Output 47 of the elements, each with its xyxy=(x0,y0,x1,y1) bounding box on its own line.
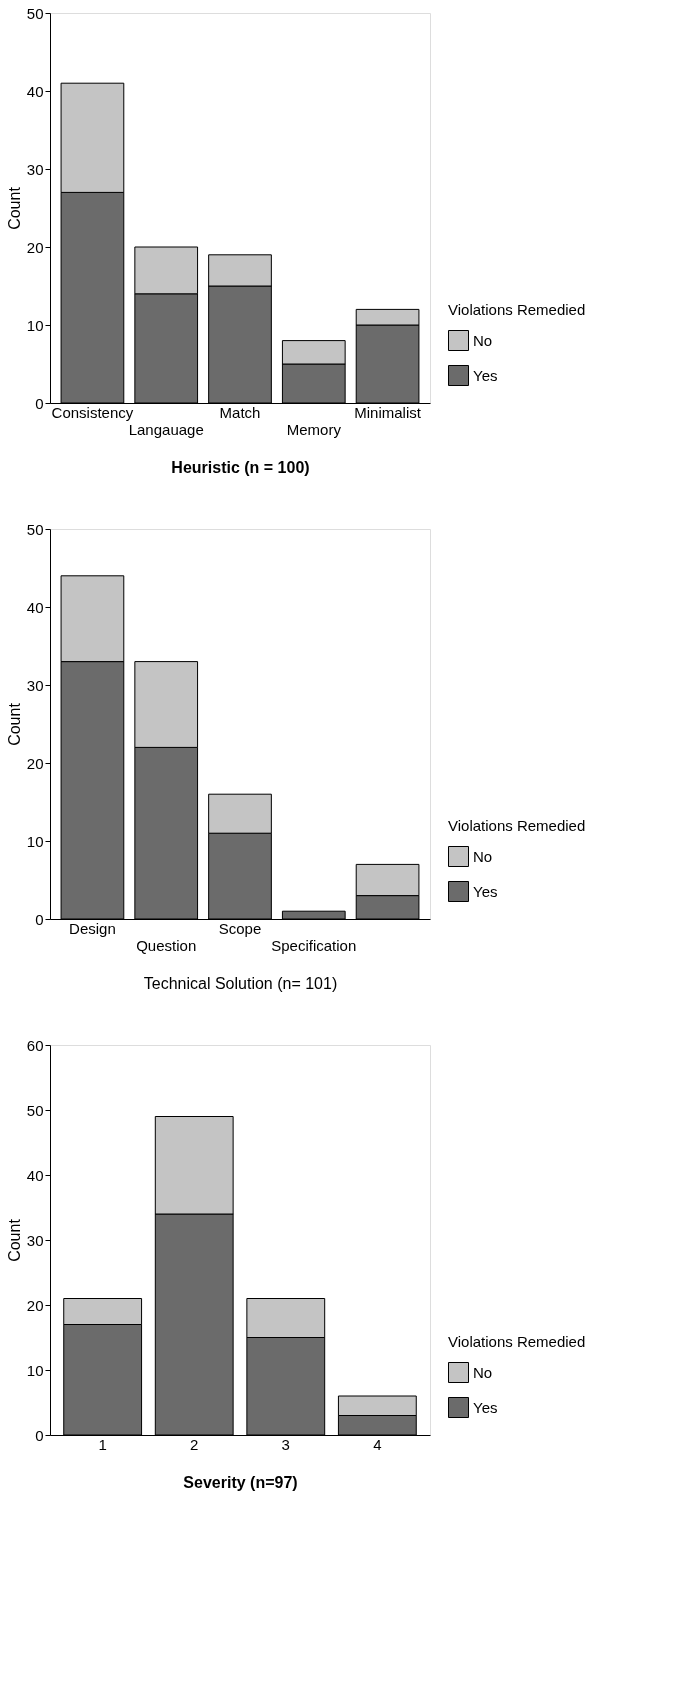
legend-label: Yes xyxy=(473,882,498,900)
y-tick-label: 10 xyxy=(26,316,44,334)
y-tick-label: 20 xyxy=(26,1296,44,1314)
x-tick-label: Memory xyxy=(286,420,342,438)
x-tick-label: Match xyxy=(219,403,261,421)
y-tick-label: 20 xyxy=(26,238,44,256)
y-tick-label: 40 xyxy=(26,1166,44,1184)
x-axis-title: Heuristic (n = 100) xyxy=(171,458,310,476)
legend-title: Violations Remedied xyxy=(448,1333,586,1350)
y-axis-title: Count xyxy=(5,702,23,746)
legend-label: No xyxy=(473,1363,493,1381)
x-tick-label: Specification xyxy=(271,936,357,954)
y-axis-title: Count xyxy=(5,186,23,230)
x-tick-label: Consistency xyxy=(51,403,134,421)
y-tick-label: 40 xyxy=(26,82,44,100)
x-tick-label: Question xyxy=(136,936,197,954)
x-tick-label: Minimalist xyxy=(354,403,422,421)
y-tick-label: 30 xyxy=(26,676,44,694)
y-tick-label: 0 xyxy=(35,910,44,928)
y-tick-label: 10 xyxy=(26,832,44,850)
x-tick-label: 3 xyxy=(281,1435,290,1453)
x-axis-title: Severity (n=97) xyxy=(183,1473,298,1491)
y-tick-label: 30 xyxy=(26,160,44,178)
x-tick-label: Design xyxy=(69,919,116,937)
y-tick-label: 20 xyxy=(26,754,44,772)
legend-label: Yes xyxy=(473,366,498,384)
y-tick-label: 60 xyxy=(26,1036,44,1054)
legend-label: No xyxy=(473,847,493,865)
y-tick-label: 10 xyxy=(26,1361,44,1379)
y-tick-label: 50 xyxy=(26,1101,44,1119)
x-tick-label: Langauage xyxy=(128,420,204,438)
legend-label: Yes xyxy=(473,1398,498,1416)
x-tick-label: Scope xyxy=(218,919,262,937)
y-tick-label: 30 xyxy=(26,1231,44,1249)
legend-title: Violations Remedied xyxy=(448,817,586,834)
x-tick-label: 1 xyxy=(98,1435,107,1453)
x-tick-label: 2 xyxy=(190,1435,199,1453)
y-axis-title: Count xyxy=(5,1218,23,1262)
x-axis-title: Technical Solution (n= 101) xyxy=(143,974,338,992)
y-tick-label: 40 xyxy=(26,598,44,616)
x-tick-label: 4 xyxy=(373,1435,382,1453)
y-tick-label: 50 xyxy=(26,520,44,538)
y-tick-label: 50 xyxy=(26,4,44,22)
legend-label: No xyxy=(473,331,493,349)
y-tick-label: 0 xyxy=(35,394,44,412)
legend-title: Violations Remedied xyxy=(448,301,586,318)
y-tick-label: 0 xyxy=(35,1426,44,1444)
